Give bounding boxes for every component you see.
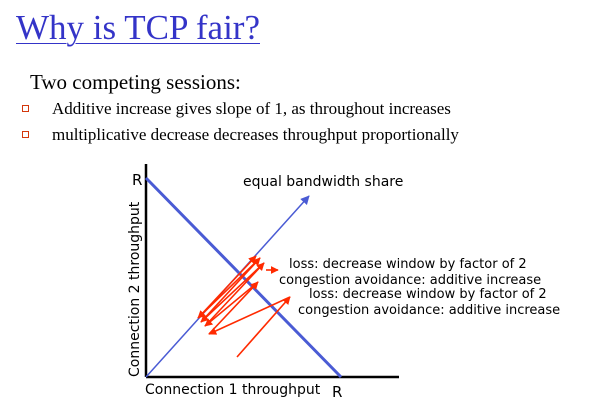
square-bullet-icon (22, 131, 29, 138)
square-bullet-icon (22, 105, 29, 112)
trajectory-arrow (208, 281, 259, 335)
y-axis-end-label: R (132, 171, 142, 189)
congestion-avoidance-annotation: congestion avoidance: additive increase (298, 303, 560, 318)
trajectory-arrow (236, 296, 291, 358)
slide-title: Why is TCP fair? (16, 8, 260, 47)
trajectory-arrow (204, 281, 259, 327)
slide-subtitle: Two competing sessions: (30, 70, 241, 94)
equal-share-label: equal bandwidth share (243, 174, 403, 190)
x-axis-label: Connection 1 throughput (145, 382, 321, 398)
trajectory-arrow (208, 296, 291, 335)
trajectory-arrow (200, 262, 265, 323)
x-axis-end-label: R (332, 383, 342, 401)
loss-annotation: loss: decrease window by factor of 2 (309, 287, 547, 302)
trajectory-arrow (197, 255, 257, 319)
congestion-avoidance-annotation: congestion avoidance: additive increase (279, 273, 541, 288)
loss-annotation: loss: decrease window by factor of 2 (289, 257, 527, 272)
trajectory-arrow (200, 257, 261, 323)
trajectory-arrow (204, 262, 265, 327)
y-axis-label: Connection 2 throughput (127, 201, 143, 377)
throughput-trajectory (197, 255, 291, 358)
full-utilization-line (144, 176, 343, 379)
bullet-text: multiplicative decrease decreases throug… (52, 125, 459, 144)
bullet-text: Additive increase gives slope of 1, as t… (52, 99, 451, 118)
